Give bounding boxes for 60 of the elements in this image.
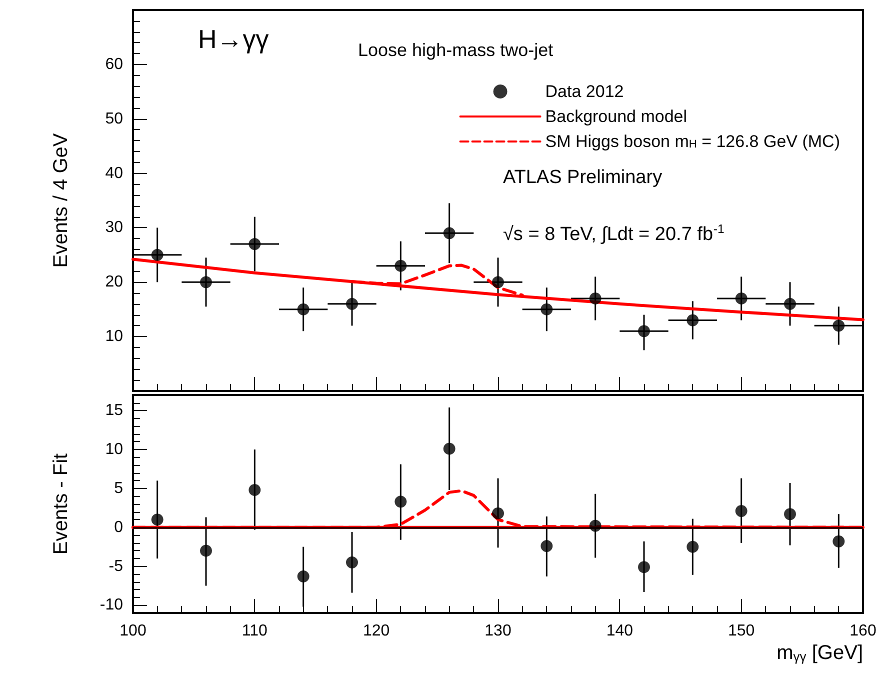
- point: [832, 320, 845, 332]
- point: [151, 248, 164, 261]
- point: [638, 325, 650, 338]
- point: [638, 561, 650, 574]
- point: [832, 535, 845, 548]
- annotation: H→γγ: [198, 24, 269, 54]
- y-tick-label: 40: [105, 164, 124, 182]
- point: [686, 540, 699, 553]
- y-tick-label: 10: [105, 441, 124, 458]
- y-tick-label: 10: [105, 328, 124, 346]
- y-tick-label: 50: [105, 110, 124, 128]
- y-tick-label: -10: [100, 596, 124, 614]
- y-tick-label: -5: [108, 558, 124, 575]
- x-tick-label: 110: [242, 622, 268, 640]
- point: [297, 570, 310, 582]
- y-tick-label: 0: [114, 518, 124, 536]
- y-tick-label: 20: [105, 274, 124, 291]
- legend-label: Background model: [545, 107, 688, 126]
- y-tick-label: 5: [114, 480, 124, 497]
- x-tick-label: 120: [362, 622, 390, 640]
- point: [784, 298, 796, 310]
- annotation: Loose high-mass two-jet: [358, 40, 554, 60]
- point: [394, 260, 407, 272]
- point: [200, 544, 212, 557]
- legend-label: SM Higgs boson mH = 126.8 GeV (MC): [545, 132, 840, 151]
- point: [248, 484, 261, 496]
- point: [297, 303, 310, 316]
- point: [443, 442, 456, 455]
- y-axis-title: Events - Fit: [50, 452, 72, 555]
- point: [492, 276, 504, 288]
- x-axis-title: mγγ [GeV]: [776, 642, 864, 664]
- point: [686, 314, 699, 326]
- point: [492, 507, 504, 520]
- point: [784, 508, 796, 520]
- point: [589, 520, 602, 532]
- y-axis-title: Events / 4 GeV: [50, 132, 72, 268]
- point: [589, 292, 602, 304]
- line-series: [132, 258, 864, 322]
- point: [200, 276, 212, 288]
- legend-label: Data 2012: [545, 82, 624, 101]
- point: [346, 298, 358, 310]
- x-tick-label: 150: [728, 622, 755, 640]
- x-tick-label: 140: [606, 622, 634, 640]
- point: [151, 514, 164, 526]
- line-series: [350, 264, 524, 297]
- annotation: ATLAS Preliminary: [503, 167, 663, 188]
- x-tick-label: 130: [484, 622, 512, 640]
- y-tick-label: 30: [105, 219, 124, 236]
- point: [540, 540, 553, 552]
- point: [394, 496, 407, 508]
- y-tick-label: 15: [105, 402, 124, 420]
- point: [248, 238, 261, 250]
- point: [346, 556, 358, 568]
- point: [443, 227, 456, 240]
- x-tick-label: 100: [120, 622, 146, 640]
- point: [735, 505, 748, 518]
- y-tick-label: 60: [105, 56, 124, 73]
- x-tick-label: 160: [850, 622, 876, 640]
- point: [540, 303, 553, 316]
- point: [735, 292, 748, 304]
